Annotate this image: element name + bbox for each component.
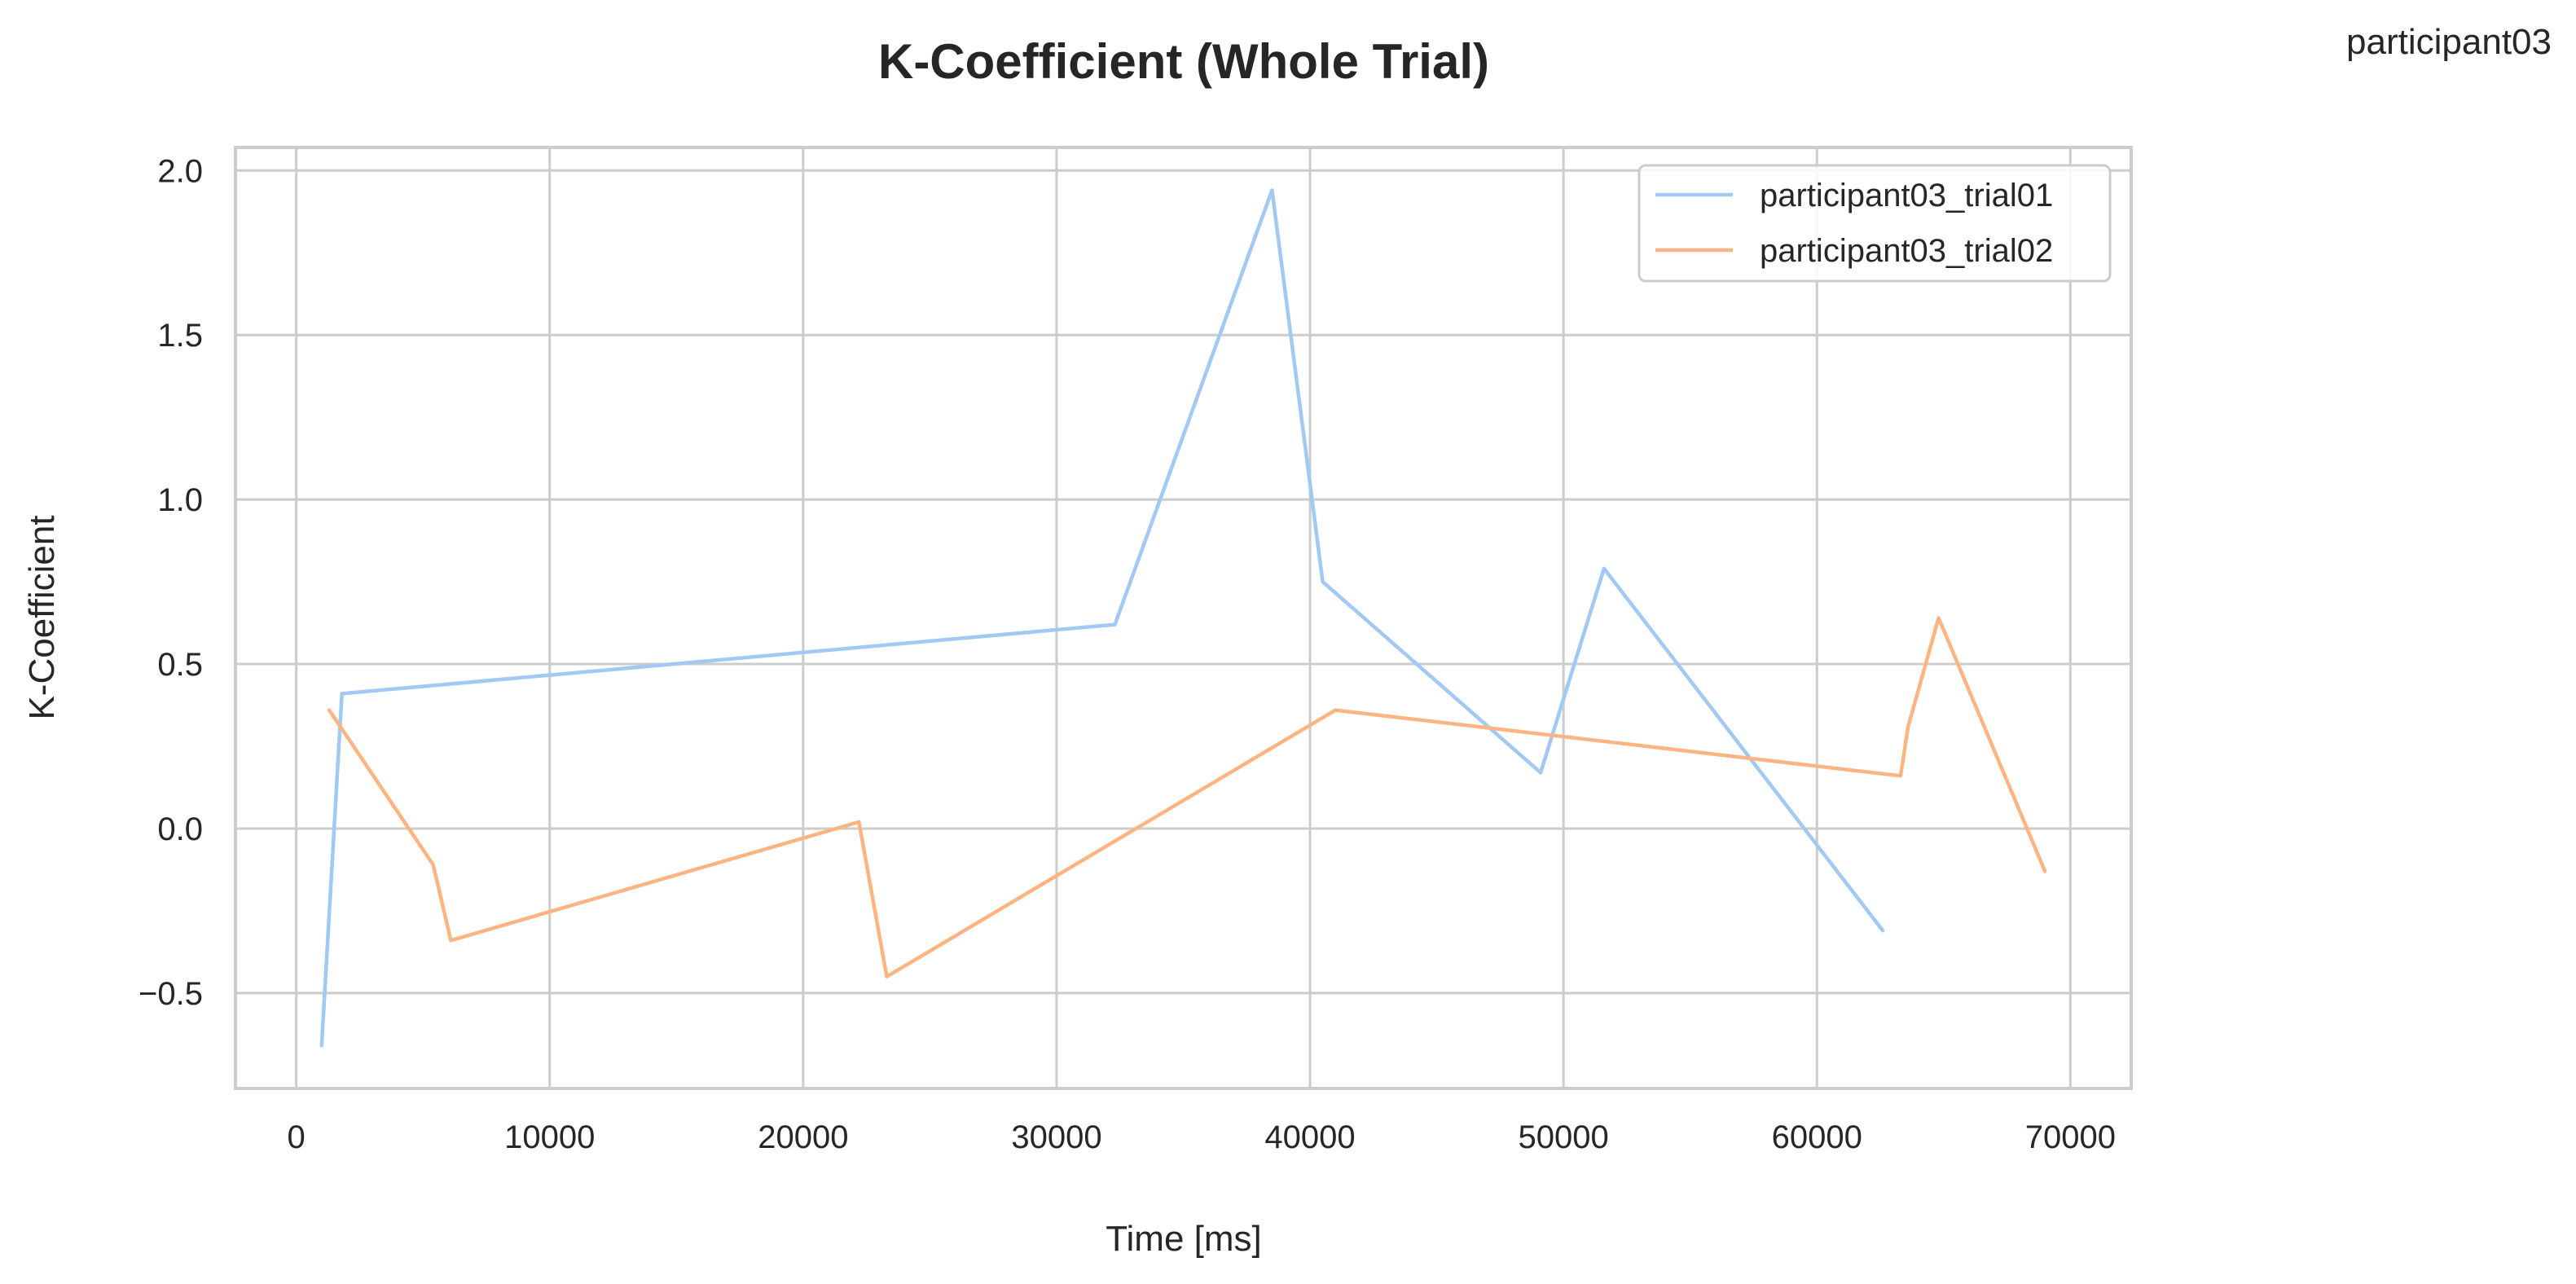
- legend-entry: participant03_trial02: [1760, 233, 2053, 269]
- y-tick-label: −0.5: [138, 976, 203, 1012]
- plot-frame: [234, 146, 2133, 1090]
- x-tick-label: 40000: [1264, 1119, 1355, 1155]
- y-tick-label: 2.0: [157, 153, 203, 189]
- y-tick-label: 1.5: [157, 318, 203, 354]
- x-tick-labels: 0 10000 20000 30000 40000 50000 60000 70000: [288, 1119, 2116, 1155]
- y-tick-label: 0.0: [157, 811, 203, 847]
- x-tick-label: 10000: [504, 1119, 595, 1155]
- legend: participant03_trial01 participant03_trial…: [1637, 164, 2112, 283]
- x-axis-label: Time [ms]: [1106, 1219, 1261, 1259]
- series-layer: [319, 188, 2047, 1048]
- legend-box: [1637, 164, 2112, 283]
- x-tick-label: 60000: [1772, 1119, 1862, 1155]
- series-line-participant03_trial02: [327, 616, 2047, 978]
- y-tick-labels: −0.5 0.0 0.5 1.0 1.5 2.0: [138, 153, 203, 1012]
- x-tick-label: 50000: [1519, 1119, 1609, 1155]
- participant-label: participant03: [2346, 22, 2552, 62]
- legend-entry: participant03_trial01: [1760, 178, 2053, 213]
- x-tick-label: 70000: [2025, 1119, 2116, 1155]
- x-tick-label: 0: [288, 1119, 306, 1155]
- y-tick-label: 1.0: [157, 482, 203, 518]
- y-axis-label: K-Coefficient: [22, 515, 62, 719]
- x-tick-label: 30000: [1011, 1119, 1101, 1155]
- x-tick-label: 20000: [758, 1119, 848, 1155]
- grid: [235, 147, 2131, 1088]
- chart-title: K-Coefficient (Whole Trial): [878, 34, 1489, 89]
- series-line-participant03_trial01: [319, 188, 1885, 1048]
- y-tick-label: 0.5: [157, 647, 203, 683]
